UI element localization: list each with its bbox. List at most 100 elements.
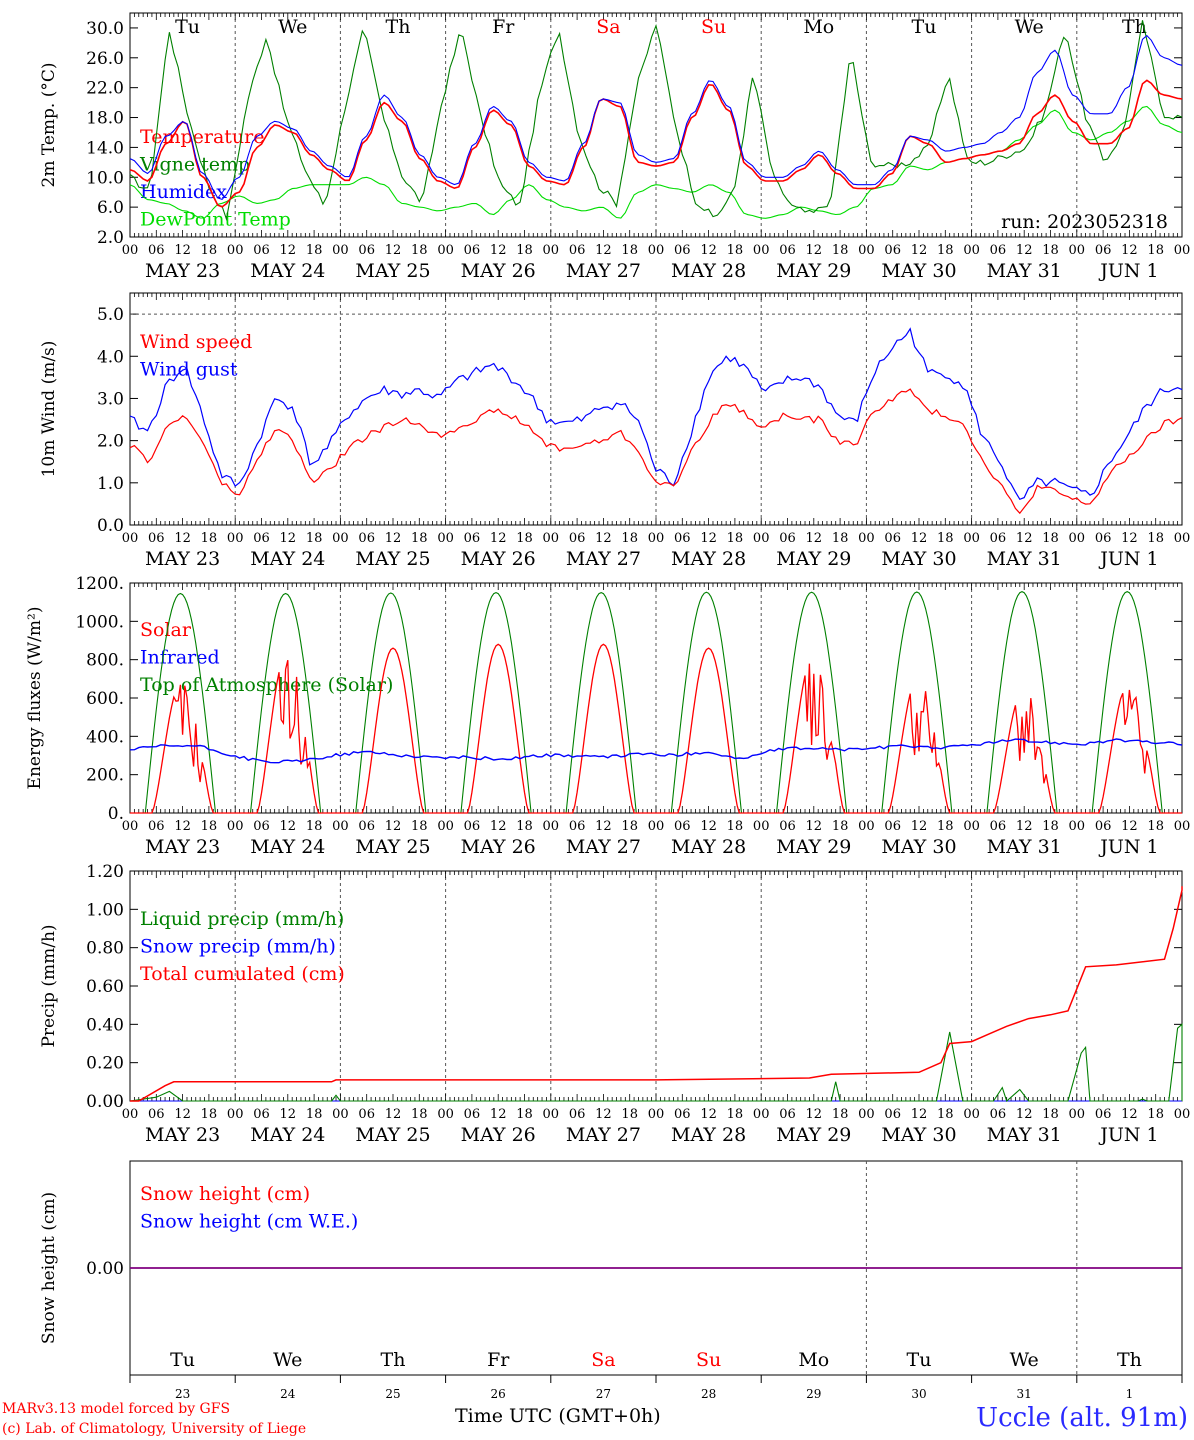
x-hour-label: 00 xyxy=(227,819,244,834)
y-tick-label: 2.0 xyxy=(97,432,124,452)
legend-entry: Total cumulated (cm) xyxy=(140,963,345,985)
y-tick-label: 1000. xyxy=(75,612,124,632)
x-hour-label: 12 xyxy=(1121,243,1138,258)
time-axis-label: Time UTC (GMT+0h) xyxy=(455,1405,661,1427)
y-tick-label: 4.0 xyxy=(97,347,124,367)
x-hour-label: 00 xyxy=(543,1107,560,1122)
x-hour-label: 12 xyxy=(806,819,823,834)
x-hour-label: 12 xyxy=(700,243,717,258)
x-hour-label: 00 xyxy=(753,819,770,834)
x-hour-label: 00 xyxy=(1069,531,1086,546)
weekday-label: We xyxy=(273,1349,302,1371)
x-date-label: MAY 24 xyxy=(250,548,325,570)
y-axis-label: Precip (mm/h) xyxy=(39,924,59,1047)
y-tick-label: 400. xyxy=(86,727,124,747)
x-date-label: MAY 25 xyxy=(355,548,430,570)
x-hour-label: 18 xyxy=(1147,819,1164,834)
x-hour-label: 18 xyxy=(832,243,849,258)
y-tick-label: 1200. xyxy=(75,574,124,594)
x-hour-label: 06 xyxy=(990,819,1007,834)
x-hour-label: 18 xyxy=(1042,531,1059,546)
weekday-label: Th xyxy=(1122,16,1147,38)
x-date-label: MAY 29 xyxy=(776,548,851,570)
weekday-label: Tu xyxy=(907,1349,932,1371)
x-hour-label: 06 xyxy=(358,243,375,258)
x-hour-label: 06 xyxy=(569,819,586,834)
x-hour-label: 00 xyxy=(963,531,980,546)
x-hour-label: 12 xyxy=(595,819,612,834)
y-tick-label: 0. xyxy=(108,804,124,824)
x-date-label: MAY 27 xyxy=(566,836,641,858)
y-tick-label: 0.80 xyxy=(86,939,124,959)
x-hour-label: 18 xyxy=(832,1107,849,1122)
x-hour-label: 06 xyxy=(990,243,1007,258)
series-line-humidex xyxy=(129,34,1183,201)
x-date-label: MAY 27 xyxy=(566,548,641,570)
x-hour-label: 18 xyxy=(1042,819,1059,834)
x-date-label: MAY 31 xyxy=(987,836,1062,858)
y-tick-label: 1.0 xyxy=(97,474,124,494)
x-hour-label: 00 xyxy=(648,819,665,834)
x-hour-label: 12 xyxy=(1016,243,1033,258)
series-line-liquid-precip-mm-h- xyxy=(129,1023,1183,1102)
x-hour-label: 18 xyxy=(621,1107,638,1122)
x-date-label: MAY 30 xyxy=(881,260,956,282)
x-hour-label: 06 xyxy=(148,243,165,258)
weekday-label: We xyxy=(278,16,307,38)
x-hour-label: 06 xyxy=(253,1107,270,1122)
x-hour-label: 06 xyxy=(779,243,796,258)
y-tick-label: 10.0 xyxy=(86,168,124,188)
x-hour-label: 18 xyxy=(727,819,744,834)
x-hour-label: 12 xyxy=(280,819,297,834)
x-hour-label: 12 xyxy=(806,531,823,546)
x-date-label: MAY 28 xyxy=(671,836,746,858)
x-date-label: MAY 28 xyxy=(671,1124,746,1146)
x-hour-label: 18 xyxy=(306,1107,323,1122)
legend-entry: Solar xyxy=(140,619,192,641)
x-date-label: MAY 27 xyxy=(566,260,641,282)
x-hour-label: 06 xyxy=(148,1107,165,1122)
x-hour-label: 18 xyxy=(1147,243,1164,258)
x-hour-label: 18 xyxy=(516,531,533,546)
weekday-label: Su xyxy=(696,1349,721,1371)
x-hour-label: 12 xyxy=(911,243,928,258)
x-hour-label: 12 xyxy=(595,531,612,546)
x-date-label: MAY 24 xyxy=(250,836,325,858)
x-hour-label: 00 xyxy=(753,531,770,546)
y-tick-label: 26.0 xyxy=(86,49,124,69)
x-hour-label: 00 xyxy=(332,243,349,258)
x-hour-label: 00 xyxy=(227,1107,244,1122)
weekday-label: Th xyxy=(381,1349,406,1371)
x-hour-label: 18 xyxy=(411,1107,428,1122)
x-date-label: MAY 31 xyxy=(987,1124,1062,1146)
x-hour-label: 18 xyxy=(201,243,218,258)
x-hour-label: 06 xyxy=(884,1107,901,1122)
x-hour-label: 00 xyxy=(753,1107,770,1122)
legend-entry: Liquid precip (mm/h) xyxy=(140,908,344,930)
x-hour-label: 00 xyxy=(332,1107,349,1122)
y-tick-label: 0.0 xyxy=(97,516,124,536)
credit-line-lab: (c) Lab. of Climatology, University of L… xyxy=(2,1421,307,1437)
x-hour-label: 12 xyxy=(490,819,507,834)
x-hour-label: 12 xyxy=(595,243,612,258)
legend-entry: Top of Atmosphere (Solar) xyxy=(140,674,393,696)
x-hour-label: 18 xyxy=(411,531,428,546)
x-hour-label: 00 xyxy=(1174,531,1191,546)
day-number-label: 30 xyxy=(911,1387,926,1401)
weekday-label: Mo xyxy=(798,1349,829,1371)
x-hour-label: 00 xyxy=(437,243,454,258)
x-hour-label: 00 xyxy=(543,531,560,546)
x-date-label: MAY 28 xyxy=(671,548,746,570)
x-hour-label: 00 xyxy=(437,819,454,834)
x-hour-label: 06 xyxy=(358,1107,375,1122)
x-hour-label: 00 xyxy=(648,243,665,258)
panel-5: 0.00 Snow height (cm) Tu 23 We 24 Th 25 Fr 26 Sa 27… xyxy=(39,1160,1183,1401)
credit-line-model: MARv3.13 model forced by GFS xyxy=(2,1401,231,1417)
x-date-label: MAY 26 xyxy=(461,548,536,570)
y-tick-label: 30.0 xyxy=(86,19,124,39)
x-hour-label: 06 xyxy=(674,819,691,834)
x-date-label: MAY 26 xyxy=(461,1124,536,1146)
x-hour-label: 06 xyxy=(884,819,901,834)
x-hour-label: 12 xyxy=(490,1107,507,1122)
x-hour-label: 18 xyxy=(1147,531,1164,546)
